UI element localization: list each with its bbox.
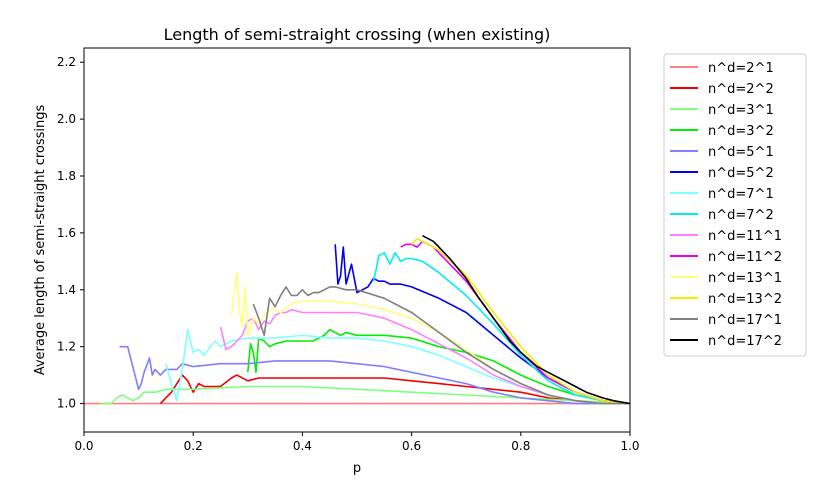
series-line-8 [219, 308, 630, 405]
series-line-3 [247, 328, 630, 405]
legend-label: n^d=13^2 [708, 292, 782, 307]
plot-frame [83, 47, 631, 433]
x-tick-label: 0.2 [184, 439, 203, 453]
x-tick-label: 0.4 [293, 439, 312, 453]
y-tick-label: 1.2 [57, 340, 76, 354]
series-line-7 [372, 252, 630, 405]
legend-label: n^d=7^1 [708, 187, 774, 202]
legend-label: n^d=11^1 [708, 229, 782, 244]
series-line-9 [400, 240, 630, 405]
x-tick-label: 0.8 [511, 439, 530, 453]
series-line-6 [165, 328, 630, 405]
x-tick-label: 1.0 [620, 439, 639, 453]
legend-label: n^d=17^2 [708, 334, 782, 349]
x-axis-ticks: 0.0 0.2 0.4 0.6 0.8 1.0 [74, 432, 640, 453]
y-tick-label: 2.0 [57, 112, 76, 126]
y-tick-label: 1.0 [57, 397, 76, 411]
x-tick-label: 0.0 [74, 439, 93, 453]
legend-label: n^d=11^2 [708, 250, 782, 265]
y-tick-label: 1.6 [57, 226, 76, 240]
series-line-5 [334, 244, 630, 405]
legend-label: n^d=3^2 [708, 124, 774, 139]
chart-title: Length of semi-straight crossing (when e… [164, 25, 551, 44]
y-tick-label: 1.8 [57, 169, 76, 183]
x-axis-label: p [353, 461, 361, 476]
x-tick-label: 0.6 [402, 439, 421, 453]
legend-label: n^d=2^1 [708, 61, 774, 76]
y-tick-label: 1.4 [57, 283, 76, 297]
series-line-4 [119, 345, 630, 405]
legend-label: n^d=5^2 [708, 166, 774, 181]
legend-label: n^d=7^2 [708, 208, 774, 223]
series-line-12 [252, 286, 630, 405]
legend-label: n^d=5^1 [708, 145, 774, 160]
legend-label: n^d=3^1 [708, 103, 774, 118]
y-axis-label: Average length of semi-straight crossing… [33, 104, 48, 375]
series-line-13 [422, 234, 630, 405]
legend-label: n^d=17^1 [708, 313, 782, 328]
legend-box [663, 53, 807, 357]
series-line-2 [100, 385, 630, 405]
y-axis-ticks: 1.0 1.2 1.4 1.6 1.8 2.0 2.2 [57, 55, 84, 411]
legend: n^d=2^1 n^d=2^2 n^d=3^1 n^d=3^2 n^d=5^1 n^d=5… [663, 53, 807, 357]
y-tick-label: 2.2 [57, 55, 76, 69]
legend-label: n^d=13^1 [708, 271, 782, 286]
series-line-11 [411, 237, 630, 405]
series-group [84, 234, 630, 405]
legend-label: n^d=2^2 [708, 82, 774, 97]
